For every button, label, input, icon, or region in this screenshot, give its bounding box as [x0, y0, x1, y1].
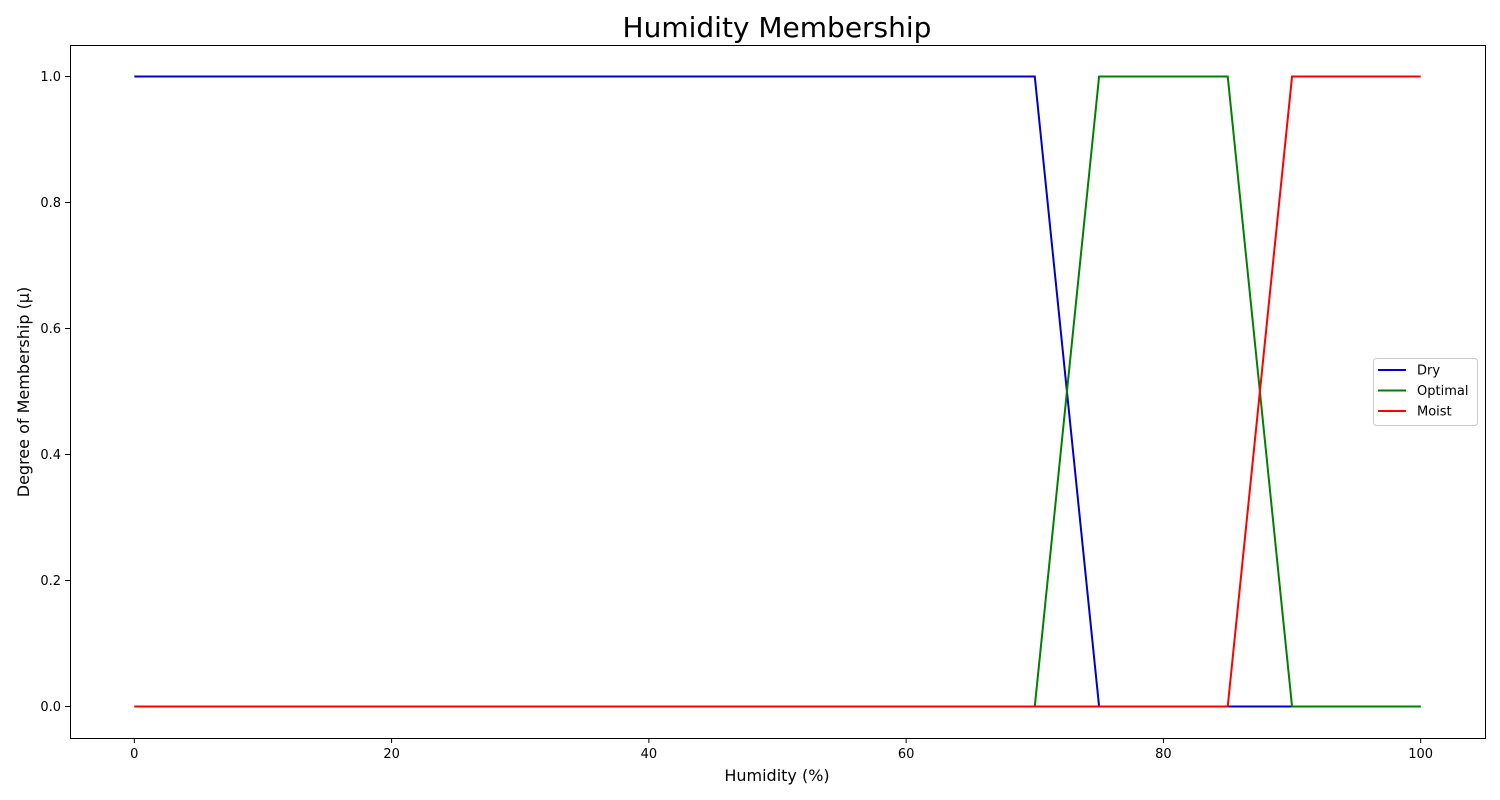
x-tick-label: 40 — [641, 747, 658, 762]
y-axis-ticks: 0.0 0.2 0.4 0.6 0.8 1.0 — [40, 70, 70, 715]
legend-label-dry: Dry — [1417, 364, 1440, 379]
y-tick-label: 0.4 — [40, 448, 61, 463]
legend-label-moist: Moist — [1417, 405, 1452, 420]
legend-label-optimal: Optimal — [1417, 384, 1468, 399]
plot-frame — [70, 45, 1486, 739]
series-layer — [134, 75, 1421, 708]
series-line-moist — [134, 75, 1421, 708]
y-tick-label: 0.6 — [40, 322, 61, 337]
x-axis-ticks: 0 20 40 60 80 100 — [130, 738, 1433, 762]
y-axis-label: Degree of Membership (μ) — [14, 287, 33, 497]
x-tick-label: 100 — [1408, 747, 1433, 762]
x-tick-label: 0 — [130, 747, 138, 762]
chart-title: Humidity Membership — [623, 11, 932, 44]
y-tick-label: 1.0 — [40, 70, 61, 85]
y-tick-label: 0.2 — [40, 574, 61, 589]
x-axis-label: Humidity (%) — [724, 766, 829, 785]
x-tick-label: 20 — [383, 747, 400, 762]
x-tick-label: 80 — [1155, 747, 1172, 762]
x-tick-label: 60 — [898, 747, 915, 762]
y-tick-label: 0.0 — [40, 700, 61, 715]
legend: Dry Optimal Moist — [1373, 358, 1478, 426]
y-tick-label: 0.8 — [40, 196, 61, 211]
legend-box — [1373, 358, 1478, 426]
